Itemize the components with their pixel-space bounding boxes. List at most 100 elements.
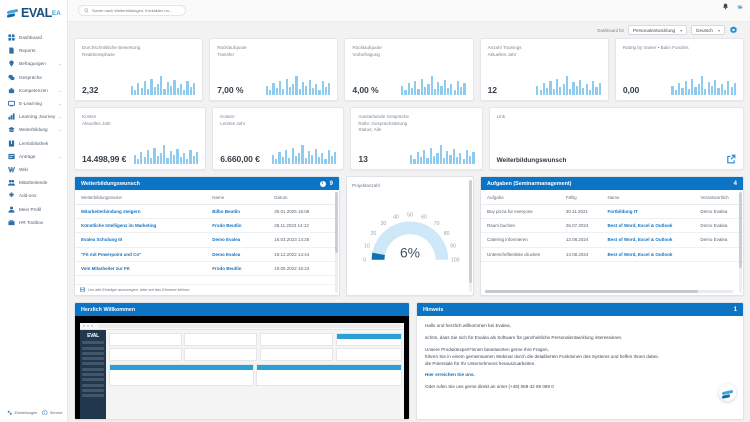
willkommen-panel: Herzlich Willkommen EVAL xyxy=(74,302,410,420)
sidebar-item-learning-journey[interactable]: Learning Journey ⌄ xyxy=(0,110,67,123)
sidebar-item-addons[interactable]: Add-ons xyxy=(0,189,67,202)
gear-icon[interactable] xyxy=(729,25,738,35)
vertical-scrollbar[interactable] xyxy=(334,192,338,293)
table-row[interactable]: Evalea Schulung III Demo Evalea 16.03.20… xyxy=(75,232,339,248)
svg-text:6%: 6% xyxy=(400,244,420,260)
sidebar-item-weiterbildung[interactable]: Weiterbildung ⌄ xyxy=(0,123,67,136)
table-row[interactable]: Buy pizza for everyone 30.11.2021 Fortbi… xyxy=(481,204,743,219)
sidebar-item-antraege[interactable]: Anträge ⌄ xyxy=(0,150,67,163)
sidebar-footer-einstellungen[interactable]: Einstellungen xyxy=(7,410,37,416)
chevron-down-icon[interactable]: ⌄ xyxy=(58,61,62,67)
vertical-scrollbar[interactable] xyxy=(738,192,742,293)
chat-bubble-icon[interactable] xyxy=(719,384,736,401)
cell-person-name[interactable]: Demo Evalea xyxy=(206,232,269,248)
cell-name[interactable]: Best of Word, Excel & Outlook xyxy=(601,218,695,234)
sidebar-item-kompetenzen[interactable]: Kompetenzen ⌄ xyxy=(0,84,67,97)
sidebar-item-label: Anträge xyxy=(19,153,36,159)
sidebar-item-lernbibliothek[interactable]: Lernbibliothek xyxy=(0,137,67,150)
sidebar-item-label: HR Toolbox xyxy=(19,219,44,225)
dashboard-select[interactable]: Personalentwicklung ▾ xyxy=(627,25,688,35)
chevron-down-icon[interactable]: ⌄ xyxy=(58,114,62,120)
kpi-card[interactable]: Kosten Aktuelles Jahr 14.498,99 € xyxy=(74,107,207,170)
bell-icon[interactable] xyxy=(722,3,729,10)
table-row[interactable]: Raum buchen 26.07.2024 Best of Word, Exc… xyxy=(481,218,743,234)
cell-person-name[interactable]: Frodo Beutlin xyxy=(206,218,269,234)
cell-training-name[interactable]: Mitarbeiterbindung steigern xyxy=(75,204,207,219)
cell-person-name[interactable]: Bilbo Beutlin xyxy=(206,204,269,219)
sidebar-item-label: Gespräche xyxy=(19,74,42,80)
kpi-card[interactable]: Durchschnittliche Bewertung Reaktionspha… xyxy=(74,38,204,101)
sidebar-item-gespraeche[interactable]: Gespräche xyxy=(0,71,67,84)
panel-row-middle: Weiterbildungswunsch i 9 Weiterbildungsn… xyxy=(74,176,744,296)
cell-date: 28.11.2023 14:12 xyxy=(268,218,339,234)
chevron-down-icon[interactable]: ⌄ xyxy=(58,101,62,107)
language-select-value: Deutsch xyxy=(696,27,713,33)
chat-icon xyxy=(7,73,15,81)
table-row[interactable]: Unterschriftenliste drucken 14.08.2024 B… xyxy=(481,247,743,263)
col-header: Name xyxy=(206,190,269,205)
sidebar-item-mein-profil[interactable]: Mein Profil xyxy=(0,202,67,215)
cell-training-name[interactable]: Künstliche Intelligenz im Marketing xyxy=(75,218,207,234)
cell-person-name[interactable]: Frodo Beutlin xyxy=(206,261,269,277)
sidebar-item-label: Kompetenzen xyxy=(19,87,48,93)
cell-name[interactable]: Fortbildung IT xyxy=(601,204,695,219)
sidebar-item-befragungen[interactable]: Befragungen ⌄ xyxy=(0,57,67,70)
vertical-scrollbar[interactable] xyxy=(468,180,472,292)
search-input[interactable] xyxy=(92,8,180,13)
cell-task: Catering informieren xyxy=(481,232,560,248)
dashboard-content: Durchschnittliche Bewertung Reaktionspha… xyxy=(68,38,750,422)
chevron-down-icon[interactable]: ⌄ xyxy=(58,153,62,159)
info-icon[interactable]: i xyxy=(319,180,326,187)
cell-training-name[interactable]: "Fit mit Powerpoint und Co" xyxy=(75,247,207,263)
sidebar-footer: Einstellungen Service xyxy=(0,408,67,422)
table-header-row: Aufgabe Fällig Name Verantwortlich xyxy=(481,190,743,205)
sidebar-footer-service[interactable]: Service xyxy=(42,409,62,416)
panel-body: Weiterbildungsname Name Datum Mitarbeite… xyxy=(75,190,339,295)
sidebar-item-mitarbeitende[interactable]: Mitarbeitende xyxy=(0,176,67,189)
kpi-card[interactable]: Anzahl Trainings Aktuelles Jahr 12 xyxy=(479,38,609,101)
app-logo[interactable]: EVAL EA xyxy=(0,0,67,26)
table-row[interactable]: Künstliche Intelligenz im Marketing Frod… xyxy=(75,218,339,234)
kpi-card[interactable]: Rücklaufquote Vorbefragung 4,00 % xyxy=(344,38,474,101)
language-select[interactable]: Deutsch ▾ xyxy=(691,25,725,35)
dashboard-select-value: Personalentwicklung xyxy=(632,27,676,33)
kpi-link-label[interactable]: Weiterbildungswunsch xyxy=(496,157,567,164)
external-link-icon[interactable] xyxy=(726,154,736,164)
sidebar-item-dashboard[interactable]: Dashboard xyxy=(0,31,67,44)
kpi-card-link[interactable]: Link Weiterbildungswunsch xyxy=(488,107,744,170)
table-row[interactable]: Vom Mitarbeiter zur FK Frodo Beutlin 19.… xyxy=(75,261,339,277)
sparkline-chart xyxy=(671,76,737,95)
search-box[interactable] xyxy=(78,5,186,16)
sidebar-item-elearning[interactable]: E-Learning ⌄ xyxy=(0,97,67,110)
chevron-down-icon[interactable]: ⌄ xyxy=(58,87,62,93)
cell-name[interactable]: Best of Word, Excel & Outlook xyxy=(601,232,695,248)
hinweis-contact-link[interactable]: Hier erreichen Sie uns. xyxy=(425,372,475,378)
table-row[interactable]: "Fit mit Powerpoint und Co" Demo Evalea … xyxy=(75,247,339,263)
cell-name[interactable]: Best of Word, Excel & Outlook xyxy=(601,247,695,263)
sparkline-chart xyxy=(536,76,601,95)
kpi-card[interactable]: Ausstehende Gespräche Rolle: Gesprächsle… xyxy=(350,107,483,170)
table-row[interactable]: Catering informieren 12.08.2024 Best of … xyxy=(481,232,743,248)
sidebar-item-wiki[interactable]: Wiki xyxy=(0,163,67,176)
kpi-card[interactable]: Kosten Letztes Jahr 6.660,00 € xyxy=(212,107,345,170)
cell-training-name[interactable]: Vom Mitarbeiter zur FK xyxy=(75,261,207,277)
sparkline-chart xyxy=(133,145,199,164)
table-row[interactable]: Mitarbeiterbindung steigern Bilbo Beutli… xyxy=(75,204,339,219)
cell-training-name[interactable]: Evalea Schulung III xyxy=(75,232,207,248)
sidebar: EVAL EA Dashboard Reports Befragungen ⌄ G… xyxy=(0,0,68,422)
cell-person-name[interactable]: Demo Evalea xyxy=(206,247,269,263)
cell-responsible: Demo Evalea xyxy=(694,232,743,248)
addons-icon xyxy=(7,192,15,200)
kpi-card[interactable]: Rücklaufquote Transfer 7,00 % xyxy=(209,38,339,101)
sidebar-item-reports[interactable]: Reports xyxy=(0,44,67,57)
kpi-title-line2: Rolle: Gesprächsleitung xyxy=(358,120,408,126)
hinweis-intro: schön, dass Sie sich für Evalea als Soft… xyxy=(425,334,623,340)
chevron-down-icon[interactable]: ⌄ xyxy=(58,127,62,133)
account-logo-icon[interactable] xyxy=(737,3,744,10)
sidebar-item-hr-toolbox[interactable]: HR Toolbox xyxy=(0,216,67,229)
chevron-down-icon: ▾ xyxy=(717,27,720,33)
kpi-card[interactable]: Rating by trainer • Balin Fundins 0,00 xyxy=(614,38,745,101)
horizontal-scrollbar[interactable] xyxy=(485,290,733,293)
service-icon xyxy=(42,409,48,416)
welcome-video-thumbnail[interactable]: EVAL xyxy=(75,316,409,419)
